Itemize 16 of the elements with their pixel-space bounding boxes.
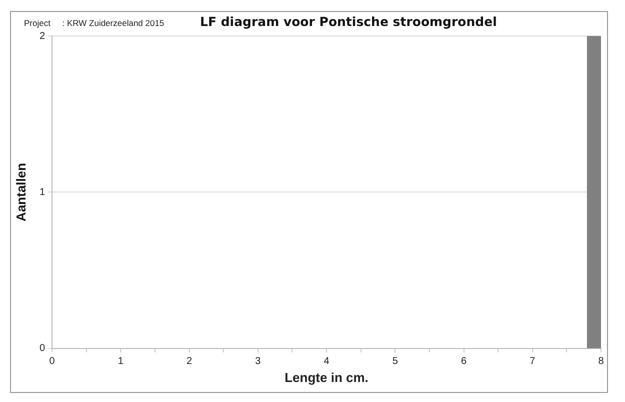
x-tick-label: 0 [49, 356, 56, 368]
x-tick-label: 5 [392, 356, 398, 368]
chart-title: LF diagram voor Pontische stroomgrondel [200, 14, 497, 29]
x-axis-title: Lengte in cm. [284, 370, 368, 385]
y-axis-title: Aantallen [13, 162, 28, 222]
y-tick-label: 0 [39, 343, 46, 354]
x-tick-label: 6 [460, 356, 467, 368]
y-tick-label: 1 [39, 186, 46, 198]
text: Project : KRW Zuiderzeeland 2015 [24, 18, 164, 28]
x-tick-label: 1 [118, 356, 124, 368]
x-tick-label: 8 [598, 356, 604, 368]
x-tick-label: 4 [324, 356, 330, 368]
x-tick-label: 3 [255, 356, 262, 368]
x-tick-label: 7 [530, 356, 536, 368]
x-tick-label: 2 [186, 356, 192, 368]
y-tick-label: 2 [39, 30, 46, 42]
